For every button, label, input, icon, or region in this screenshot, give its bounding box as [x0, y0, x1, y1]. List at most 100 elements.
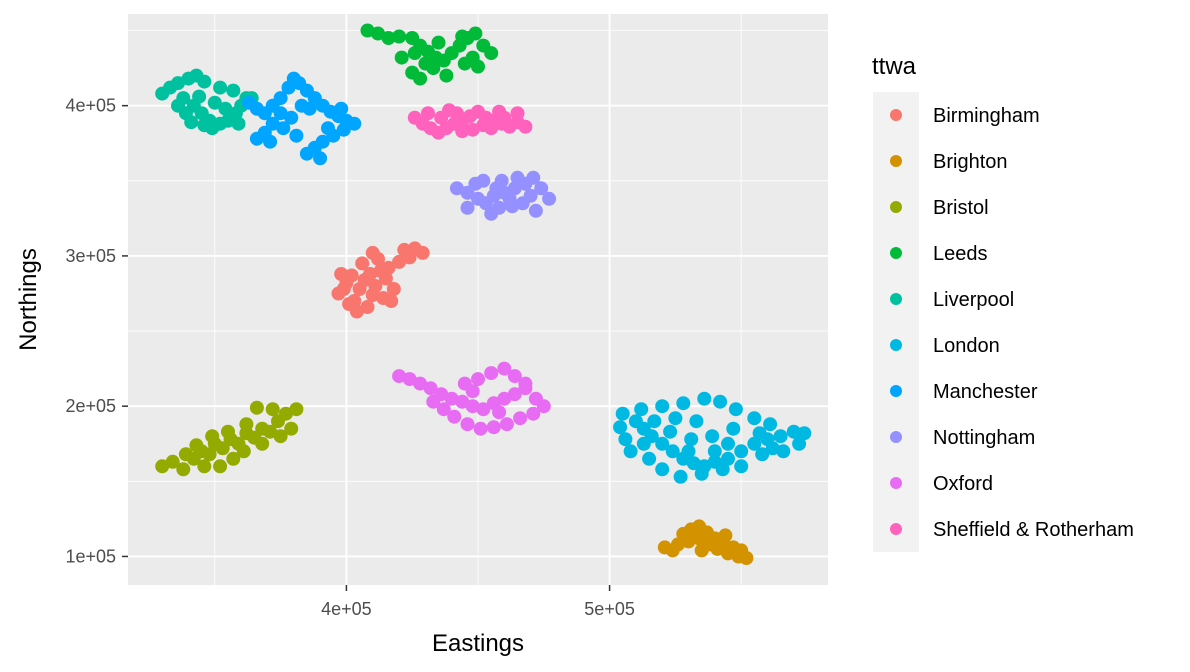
- point-leeds: [392, 29, 407, 44]
- point-oxford: [455, 394, 470, 409]
- point-leeds: [431, 35, 446, 50]
- point-manchester: [334, 101, 349, 116]
- point-london: [642, 451, 657, 466]
- point-oxford: [476, 402, 491, 417]
- point-london: [728, 402, 743, 417]
- point-oxford: [413, 376, 428, 391]
- point-birmingham: [373, 263, 388, 278]
- point-london: [686, 456, 701, 471]
- legend-key: [890, 247, 902, 259]
- legend-label: Sheffield & Rotherham: [933, 519, 1134, 541]
- point-nottingham: [484, 206, 499, 221]
- point-london: [647, 414, 662, 429]
- point-london: [676, 396, 691, 411]
- point-london: [721, 451, 735, 466]
- point-sheffield-rotherham: [510, 106, 525, 121]
- legend-key: [890, 431, 902, 443]
- point-manchester: [249, 131, 264, 146]
- point-nottingham: [542, 191, 557, 206]
- x-ticks: 4e+05 5e+05: [321, 585, 635, 619]
- legend-key: [890, 523, 902, 535]
- point-sheffield-rotherham: [476, 118, 491, 133]
- point-london: [707, 444, 722, 459]
- point-oxford: [513, 411, 528, 426]
- point-manchester: [273, 106, 288, 121]
- point-london: [713, 394, 728, 409]
- point-oxford: [402, 372, 417, 387]
- legend-label: Birmingham: [933, 105, 1040, 127]
- point-london: [776, 444, 791, 459]
- point-leeds: [468, 26, 483, 41]
- y-tick-label: 3e+05: [65, 246, 116, 266]
- point-oxford: [497, 361, 512, 376]
- point-london: [634, 402, 649, 417]
- x-axis-title: Eastings: [432, 630, 524, 657]
- point-bristol: [202, 447, 217, 462]
- point-london: [773, 429, 788, 444]
- point-brighton: [694, 543, 709, 558]
- y-tick-label: 4e+05: [65, 96, 116, 116]
- point-nottingham: [460, 200, 475, 215]
- point-london: [765, 441, 780, 456]
- point-london: [655, 462, 670, 477]
- point-liverpool: [184, 115, 199, 130]
- point-birmingham: [386, 282, 401, 296]
- point-london: [668, 411, 683, 426]
- point-sheffield-rotherham: [442, 103, 457, 118]
- point-manchester: [347, 116, 362, 131]
- point-bristol: [178, 447, 193, 462]
- point-london: [684, 432, 699, 447]
- point-nottingham: [528, 203, 543, 218]
- point-bristol: [255, 436, 270, 451]
- point-sheffield-rotherham: [518, 119, 533, 134]
- y-ticks: 1e+05 2e+05 3e+05 4e+05: [65, 96, 128, 566]
- point-manchester: [265, 116, 280, 131]
- legend-label: London: [933, 335, 1000, 357]
- legend-label: Nottingham: [933, 427, 1035, 449]
- point-london: [734, 459, 749, 474]
- point-london: [715, 462, 730, 477]
- point-birmingham: [349, 304, 364, 319]
- point-oxford: [536, 399, 551, 414]
- point-london: [673, 469, 688, 484]
- point-nottingham: [510, 170, 525, 185]
- point-london: [747, 436, 762, 451]
- point-leeds: [439, 68, 454, 83]
- y-axis-title: Northings: [15, 248, 42, 351]
- legend-title: ttwa: [872, 53, 917, 80]
- point-oxford: [499, 417, 514, 432]
- point-liverpool: [226, 83, 241, 98]
- point-london: [623, 444, 638, 459]
- point-london: [726, 421, 741, 436]
- point-birmingham: [347, 294, 362, 308]
- point-london: [618, 432, 633, 447]
- point-bristol: [273, 429, 288, 444]
- point-birmingham: [360, 300, 375, 314]
- point-bristol: [284, 421, 299, 436]
- legend-key: [890, 385, 902, 397]
- point-leeds: [407, 46, 422, 61]
- point-london: [681, 444, 696, 459]
- point-manchester: [336, 122, 351, 137]
- point-london: [655, 399, 670, 414]
- point-oxford: [436, 402, 451, 417]
- legend-key: [890, 109, 902, 121]
- y-tick-label: 1e+05: [65, 546, 116, 566]
- point-liverpool: [207, 95, 222, 110]
- point-bristol: [155, 459, 170, 474]
- legend-label: Manchester: [933, 381, 1038, 403]
- point-oxford: [497, 391, 512, 406]
- legend-key: [890, 155, 902, 167]
- point-manchester: [299, 146, 314, 161]
- y-tick-label: 2e+05: [65, 396, 116, 416]
- point-birmingham: [357, 273, 372, 287]
- point-oxford: [444, 391, 459, 406]
- point-sheffield-rotherham: [492, 104, 507, 119]
- point-manchester: [284, 110, 299, 125]
- point-nottingham: [494, 173, 509, 188]
- point-oxford: [392, 369, 407, 384]
- point-bristol: [226, 451, 241, 466]
- point-nottingham: [507, 181, 522, 196]
- point-london: [721, 436, 735, 451]
- point-leeds: [394, 50, 409, 65]
